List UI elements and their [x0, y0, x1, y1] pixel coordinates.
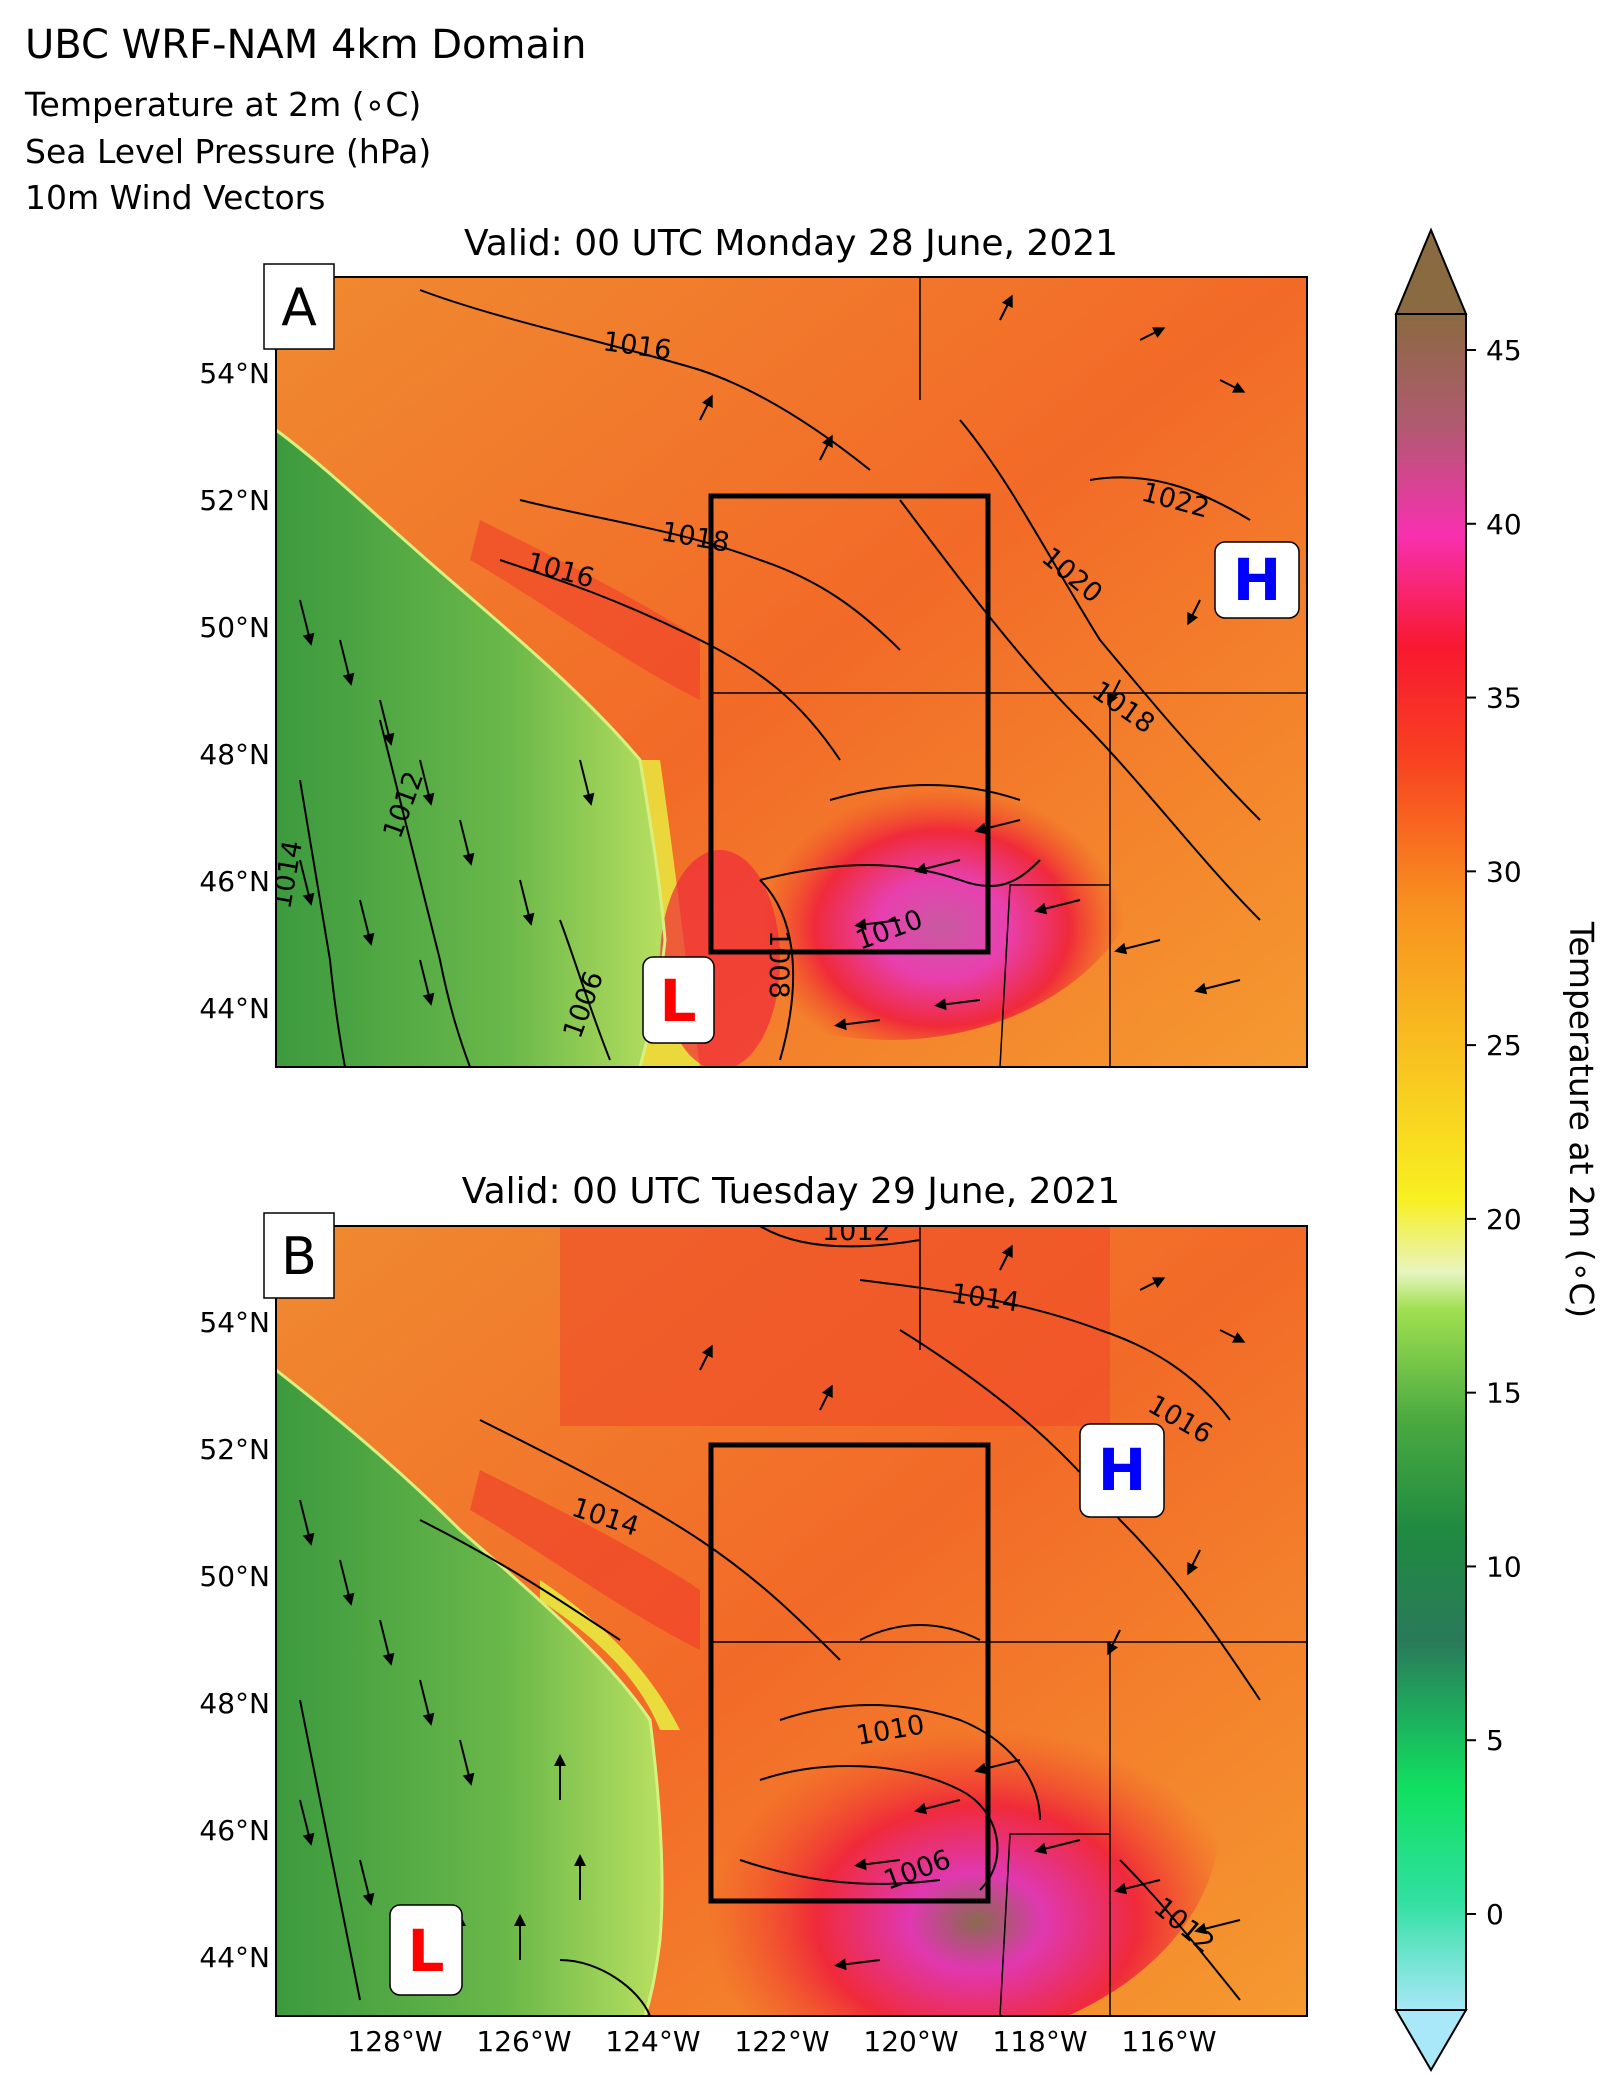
- subtitle-line-1: Temperature at 2m (∘C): [24, 85, 421, 124]
- colorbar-tick-label: 0: [1486, 1898, 1504, 1931]
- panel-b-borders: [712, 1226, 1307, 2016]
- lon-tick-label: 118°W: [992, 2025, 1087, 2058]
- panel-a-valid-time: Valid: 00 UTC Monday 28 June, 2021: [464, 223, 1118, 264]
- panel-b-hot-north: [560, 1226, 1110, 1426]
- panel-b-isobars: [299, 1226, 1261, 2016]
- lat-tick-label: 50°N: [199, 1560, 270, 1593]
- lon-tick-label: 124°W: [605, 2025, 700, 2058]
- panel-b-coastline: [276, 1368, 664, 2016]
- colorbar-tick-label: 20: [1486, 1203, 1522, 1236]
- panel-a-strait: [470, 520, 700, 700]
- lon-tick-label: 122°W: [734, 2025, 829, 2058]
- lat-tick-label: 50°N: [199, 611, 270, 644]
- panel-b: Valid: 00 UTC Tuesday 29 June, 2021: [199, 1171, 1308, 2058]
- panel-b-high-box: [1079, 1423, 1165, 1518]
- panel-b-map: 1012 1014 1016 1014 1010 1006 1012: [276, 1216, 1307, 2016]
- lat-tick-label: 52°N: [199, 1433, 270, 1466]
- panel-b-low-marker: L: [408, 1917, 445, 1985]
- panel-a-wind-vectors: [299, 294, 1246, 1031]
- subtitle-line-3: 10m Wind Vectors: [25, 178, 325, 217]
- colorbar-tick-label: 45: [1486, 334, 1522, 367]
- panel-b-wind-vectors: [299, 1244, 1246, 1971]
- lat-tick-label: 44°N: [199, 1941, 270, 1974]
- panel-a-label-box: [263, 263, 335, 350]
- panel-b-focus-box: [708, 1442, 991, 1904]
- lon-tick-label: 126°W: [476, 2025, 571, 2058]
- colorbar-tick-label: 10: [1486, 1550, 1522, 1583]
- subtitle-line-2: Sea Level Pressure (hPa): [25, 132, 431, 171]
- panel-b-strait: [470, 1470, 700, 1650]
- colorbar-bar: [1395, 313, 1467, 2011]
- panel-a-borders: [712, 277, 1307, 1067]
- lon-tick-label: 128°W: [347, 2025, 442, 2058]
- panel-b-label-box: [263, 1212, 335, 1299]
- lon-ticks: 128°W 126°W 124°W 122°W 120°W 118°W 116°…: [347, 2025, 1216, 2058]
- lat-tick-label: 54°N: [199, 1306, 270, 1339]
- panel-b-lat-ticks: 54°N 52°N 50°N 48°N 46°N 44°N: [199, 1306, 270, 1974]
- panel-a: Valid: 00 UTC Monday 28 June, 2021: [199, 223, 1308, 1068]
- panel-a-ocean: [276, 430, 665, 1067]
- isobar-label: 1012: [822, 1216, 891, 1247]
- colorbar-top-extend: [1394, 227, 1468, 315]
- panel-a-label: A: [281, 278, 317, 338]
- lat-tick-label: 48°N: [199, 738, 270, 771]
- panel-a-high-marker: H: [1233, 546, 1282, 614]
- panel-a-high-box: [1214, 541, 1300, 619]
- lon-tick-label: 116°W: [1121, 2025, 1216, 2058]
- panel-b-label: B: [281, 1227, 317, 1287]
- colorbar: 0 5 10 15 20 25 30 35 40 45 Temperature at 2m (∘C…: [1394, 227, 1601, 2072]
- lat-tick-label: 46°N: [199, 1814, 270, 1847]
- colorbar-bottom-extend: [1394, 2009, 1468, 2072]
- colorbar-tick-label: 5: [1486, 1724, 1504, 1757]
- isobar-label: 1008: [763, 930, 794, 999]
- lon-tick-label: 120°W: [863, 2025, 958, 2058]
- lat-tick-label: 54°N: [199, 357, 270, 390]
- lat-tick-label: 44°N: [199, 992, 270, 1025]
- panel-a-isobars: [299, 289, 1261, 1067]
- panel-b-high-marker: H: [1098, 1436, 1147, 1504]
- panel-a-low-marker: L: [660, 967, 697, 1035]
- colorbar-tick-label: 30: [1486, 855, 1522, 888]
- panel-b-valid-time: Valid: 00 UTC Tuesday 29 June, 2021: [462, 1171, 1120, 1212]
- lat-tick-label: 52°N: [199, 484, 270, 517]
- panel-b-ocean: [276, 1370, 662, 2016]
- panel-a-lat-ticks: 54°N 52°N 50°N 48°N 46°N 44°N: [199, 357, 270, 1025]
- panel-b-heat-core: [580, 1590, 1220, 2016]
- panel-a-frame: [275, 276, 1308, 1068]
- lat-tick-label: 48°N: [199, 1687, 270, 1720]
- colorbar-tick-label: 15: [1486, 1377, 1522, 1410]
- panel-a-low-box: [642, 956, 715, 1044]
- colorbar-ticks: 0 5 10 15 20 25 30 35 40 45: [1466, 334, 1522, 1931]
- lat-tick-label: 46°N: [199, 865, 270, 898]
- colorbar-tick-label: 25: [1486, 1029, 1522, 1062]
- colorbar-tick-label: 40: [1486, 508, 1522, 541]
- panel-a-focus-box: [708, 493, 991, 955]
- panel-b-low-box: [389, 1904, 463, 1996]
- figure-title: UBC WRF-NAM 4km Domain: [25, 22, 586, 68]
- colorbar-label: Temperature at 2m (∘C): [1562, 921, 1601, 1318]
- panel-b-frame: [275, 1225, 1308, 2017]
- colorbar-tick-label: 35: [1486, 682, 1522, 715]
